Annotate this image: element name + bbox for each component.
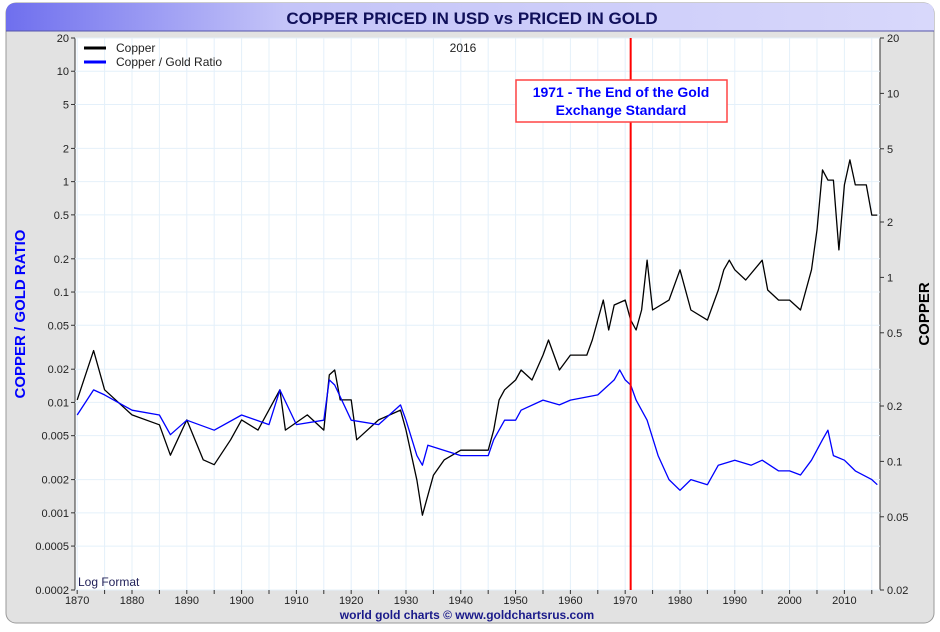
legend: Copper Copper / Gold Ratio	[84, 41, 222, 69]
annotation-line1: 1971 - The End of the Gold	[533, 84, 710, 100]
right-tick-label: 20	[887, 33, 899, 45]
x-tick-label: 1890	[175, 595, 199, 607]
axis-ticks: 1870 1880 1890 1900 1910 1920 1930 1940 1950 1960…	[35, 33, 908, 607]
left-tick-label: 0.5	[54, 210, 69, 222]
annotation-box	[515, 79, 728, 123]
log-format-label: Log Format	[78, 575, 140, 589]
x-tick-label: 1880	[120, 595, 144, 607]
right-tick-label: 5	[887, 144, 893, 156]
legend-label-copper: Copper	[116, 41, 155, 55]
x-tick-label: 2010	[832, 595, 856, 607]
plot-area	[74, 37, 881, 591]
x-tick-label: 1900	[229, 595, 253, 607]
x-tick-label: 1960	[558, 595, 582, 607]
left-tick-label: 0.05	[48, 320, 69, 332]
grid	[75, 37, 880, 591]
left-tick-label: 0.001	[41, 508, 69, 520]
x-tick-label: 1920	[339, 595, 363, 607]
x-tick-label: 1940	[449, 595, 473, 607]
x-tick-label: 1870	[65, 595, 89, 607]
series-line-copper	[76, 159, 878, 516]
right-tick-label: 1	[887, 272, 893, 284]
right-tick-label: 0.05	[887, 512, 908, 524]
right-tick-label: 0.2	[887, 401, 902, 413]
left-tick-label: 0.01	[48, 397, 69, 409]
right-tick-label: 10	[887, 88, 899, 100]
right-tick-label: 0.1	[887, 456, 902, 468]
left-tick-label: 0.2	[54, 254, 69, 266]
right-tick-label: 0.02	[887, 585, 908, 597]
left-tick-label: 5	[63, 99, 69, 111]
annotation-line2: Exchange Standard	[556, 102, 687, 118]
x-tick-label: 1930	[394, 595, 418, 607]
right-axis-label: COPPER	[916, 282, 933, 346]
series-lines	[76, 159, 878, 516]
left-tick-label: 0.0002	[35, 585, 69, 597]
x-tick-label: 1980	[668, 595, 692, 607]
legend-label-ratio: Copper / Gold Ratio	[116, 55, 222, 69]
left-tick-label: 0.1	[54, 287, 69, 299]
left-tick-label: 1	[63, 177, 69, 189]
left-tick-label: 0.02	[48, 364, 69, 376]
year-label: 2016	[450, 41, 477, 55]
x-tick-label: 1950	[503, 595, 527, 607]
left-tick-label: 0.002	[41, 475, 69, 487]
x-tick-label: 1970	[613, 595, 637, 607]
left-tick-label: 20	[57, 33, 69, 45]
series-line-copper-gold-ratio	[76, 369, 878, 491]
title-bar	[6, 3, 934, 31]
footer-credit: world gold charts © www.goldchartsrus.co…	[339, 608, 594, 622]
x-tick-label: 1910	[284, 595, 308, 607]
left-tick-label: 0.005	[41, 431, 69, 443]
x-tick-label: 2000	[777, 595, 801, 607]
right-tick-label: 2	[887, 217, 893, 229]
chart-title: COPPER PRICED IN USD vs PRICED IN GOLD	[286, 9, 657, 28]
x-tick-label: 1990	[723, 595, 747, 607]
left-tick-label: 2	[63, 143, 69, 155]
right-tick-label: 0.5	[887, 328, 902, 340]
left-tick-label: 10	[57, 66, 69, 78]
left-axis-label: COPPER / GOLD RATIO	[12, 229, 29, 398]
left-tick-label: 0.0005	[35, 541, 69, 553]
